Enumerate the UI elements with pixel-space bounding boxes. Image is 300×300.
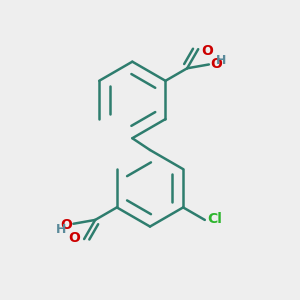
Text: O: O [60, 218, 72, 232]
Text: O: O [210, 57, 222, 71]
Text: Cl: Cl [207, 212, 222, 226]
Text: H: H [56, 223, 66, 236]
Text: H: H [216, 54, 226, 67]
Text: O: O [69, 231, 81, 244]
Text: O: O [202, 44, 214, 58]
